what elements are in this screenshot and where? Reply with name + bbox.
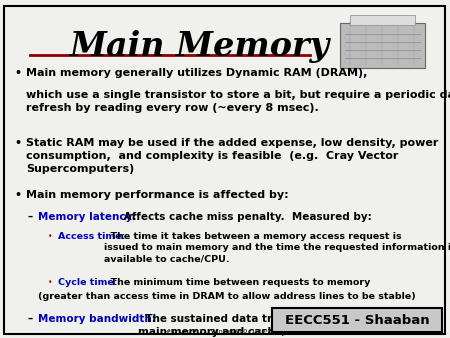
Text: •: • (14, 190, 21, 200)
Text: Main memory generally utilizes Dynamic RAM (DRAM),: Main memory generally utilizes Dynamic R… (26, 68, 367, 78)
FancyBboxPatch shape (272, 308, 442, 332)
Text: Memory latency:: Memory latency: (38, 212, 136, 222)
Text: –: – (28, 212, 33, 222)
Text: which use a single transistor to store a bit, but require a periodic data
refres: which use a single transistor to store a… (26, 90, 450, 113)
Text: Main Memory: Main Memory (70, 30, 330, 63)
Text: Memory bandwidth:: Memory bandwidth: (38, 314, 156, 324)
Text: Access time:: Access time: (58, 232, 125, 241)
Text: •: • (48, 232, 53, 241)
Text: Static RAM may be used if the added expense, low density, power
consumption,  an: Static RAM may be used if the added expe… (26, 138, 438, 174)
Text: –: – (28, 314, 33, 324)
Text: The time it takes between a memory access request is
issued to main memory and t: The time it takes between a memory acces… (104, 232, 450, 264)
Text: •: • (48, 278, 53, 287)
Text: The minimum time between requests to memory: The minimum time between requests to mem… (104, 278, 370, 287)
Text: #1  Lec # 11  Winter2000  1-25-2001: #1 Lec # 11 Winter2000 1-25-2001 (166, 329, 284, 334)
FancyBboxPatch shape (340, 23, 425, 68)
FancyBboxPatch shape (350, 15, 415, 25)
Text: (greater than access time in DRAM to allow address lines to be stable): (greater than access time in DRAM to all… (38, 292, 416, 301)
Text: •: • (14, 138, 21, 148)
Text: Main memory performance is affected by:: Main memory performance is affected by: (26, 190, 288, 200)
Text: •: • (14, 68, 21, 78)
Text: EECC551 - Shaaban: EECC551 - Shaaban (285, 314, 429, 327)
Text: Affects cache miss penalty.  Measured by:: Affects cache miss penalty. Measured by: (120, 212, 372, 222)
Text: Cycle time:: Cycle time: (58, 278, 117, 287)
FancyBboxPatch shape (4, 6, 445, 334)
Text: The sustained data transfer rate between
main memory and cache/CPU.: The sustained data transfer rate between… (138, 314, 392, 337)
